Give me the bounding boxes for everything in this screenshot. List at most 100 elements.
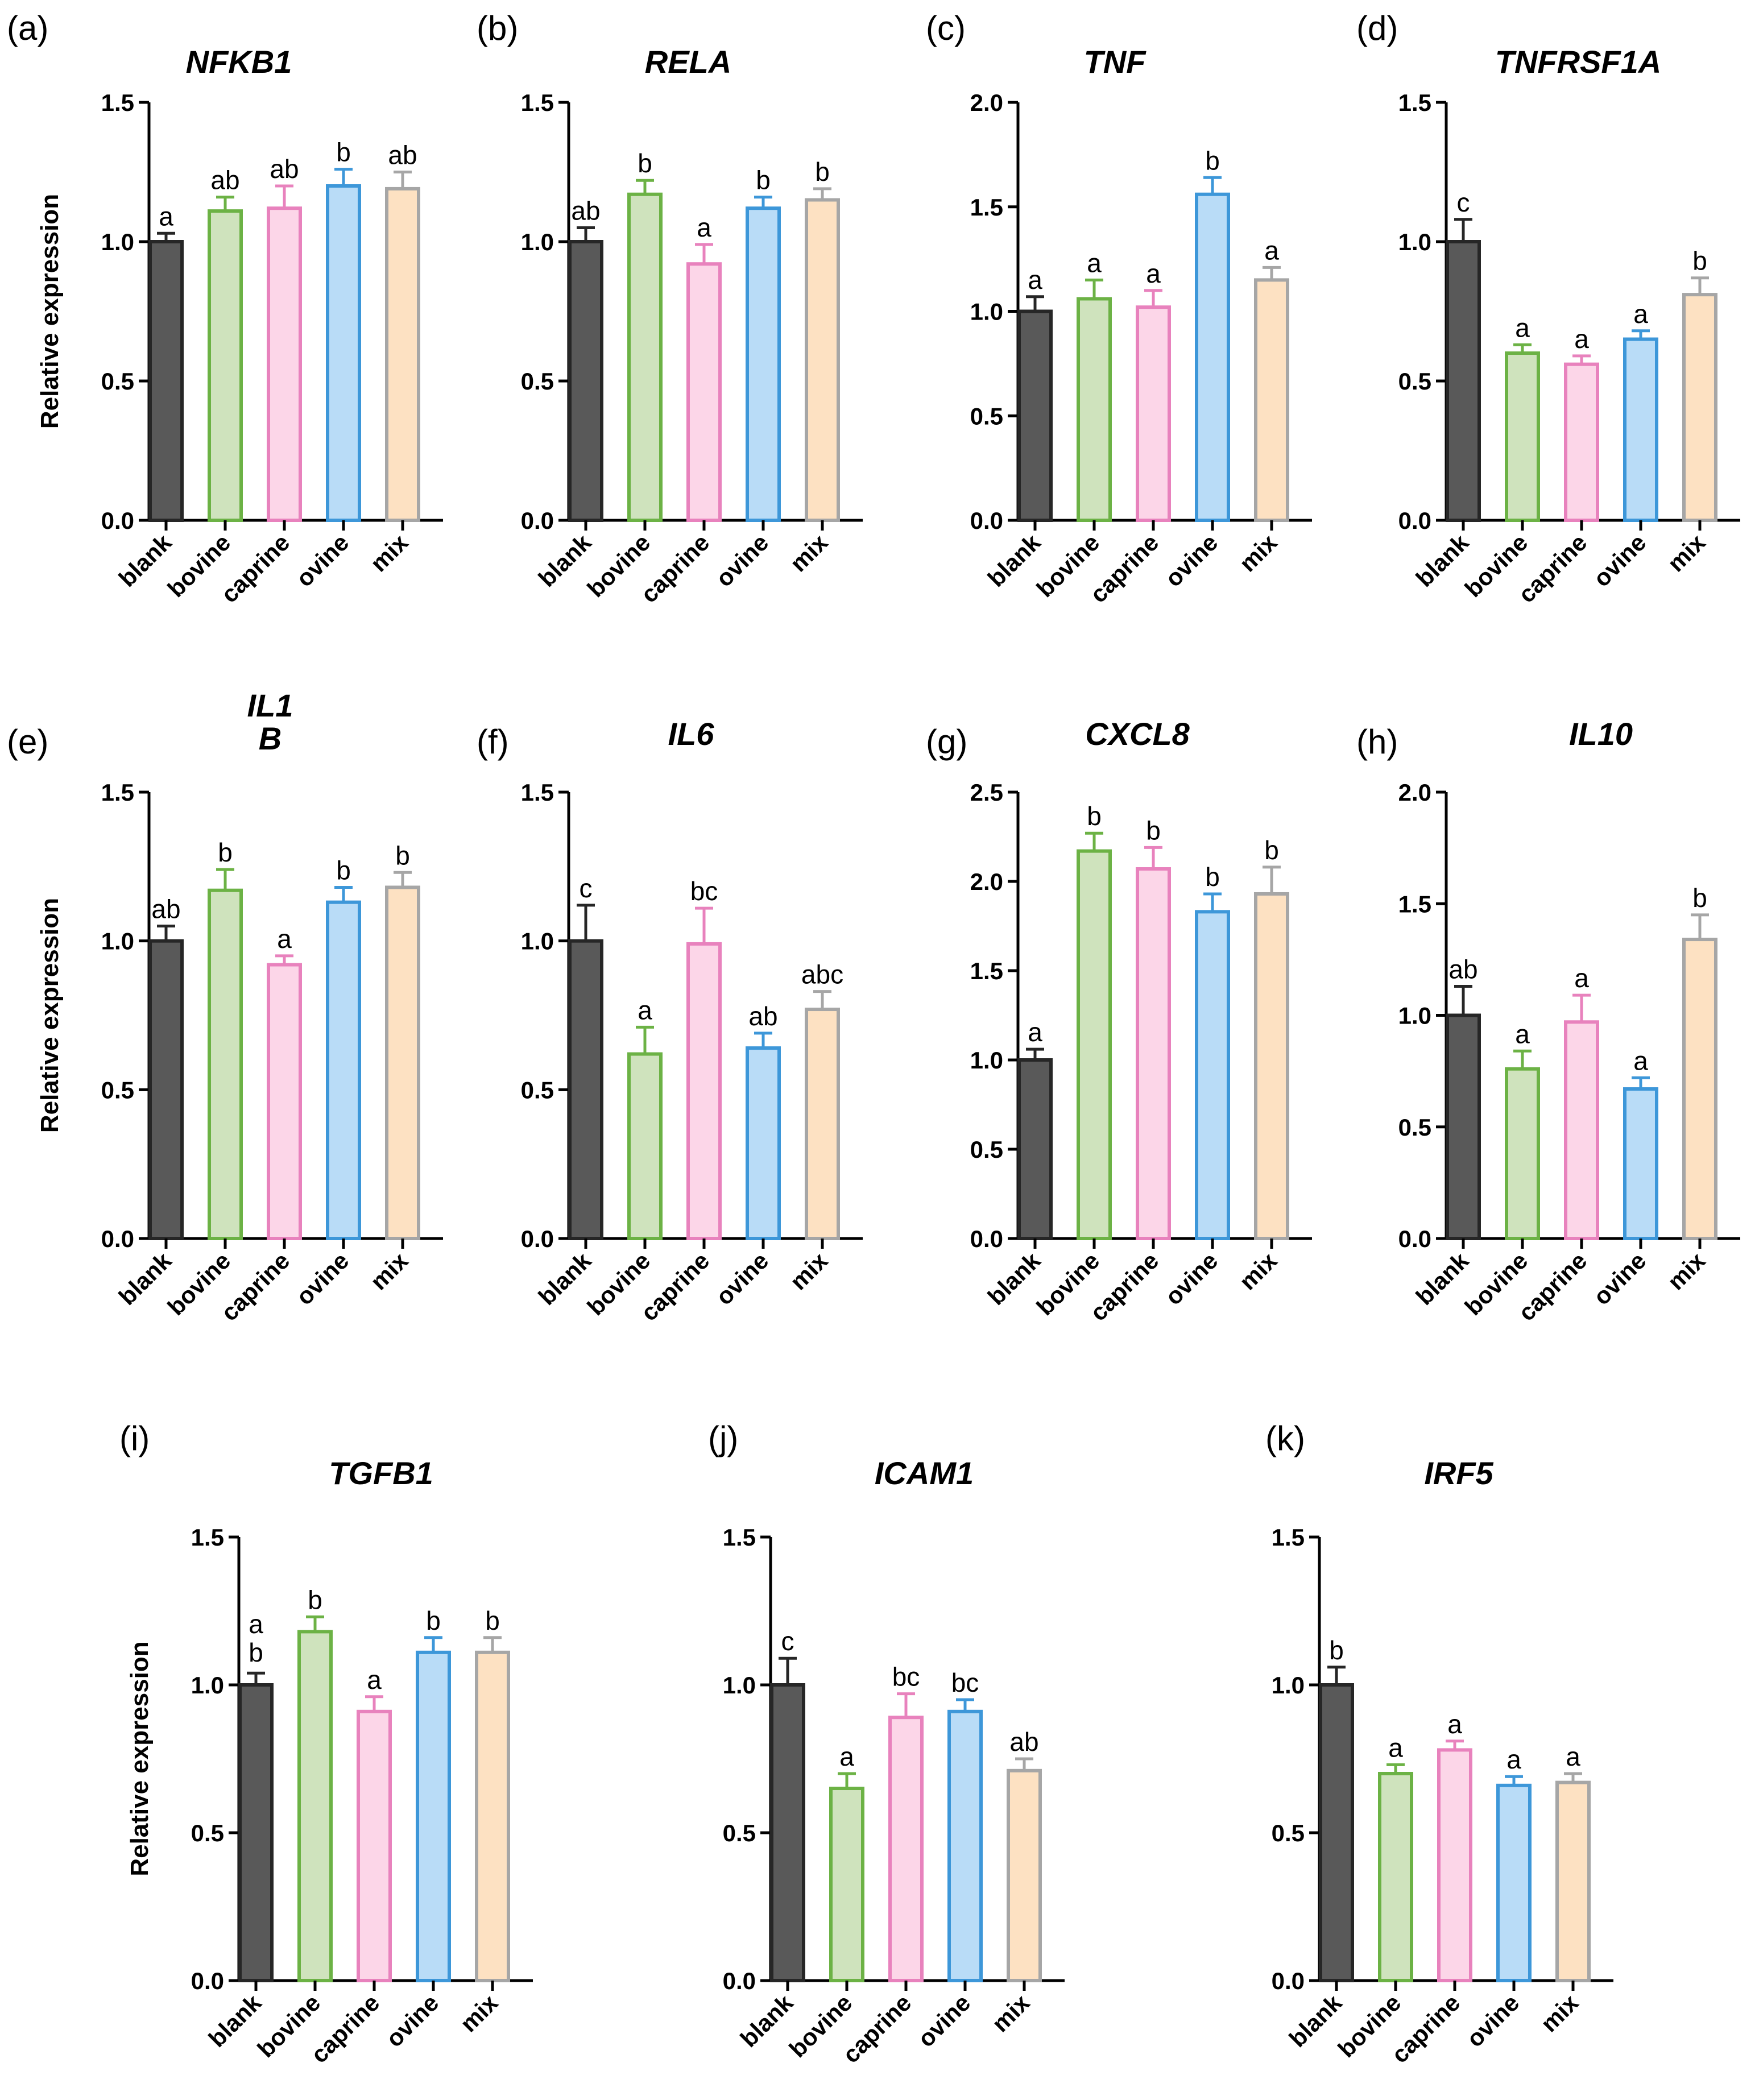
y-tick-label: 1.0 bbox=[521, 928, 554, 955]
y-tick-label: 1.5 bbox=[101, 89, 134, 116]
panel-title: IL10 bbox=[1569, 716, 1633, 752]
bar bbox=[1623, 337, 1658, 522]
y-tick-label: 0.5 bbox=[1272, 1820, 1305, 1846]
y-tick-label: 0.0 bbox=[1272, 1968, 1305, 1994]
y-tick-label: 0.5 bbox=[101, 1076, 134, 1103]
significance-label: b bbox=[308, 1585, 322, 1614]
y-tick-label: 2.5 bbox=[970, 779, 1003, 806]
y-tick-label: 1.0 bbox=[1272, 1672, 1305, 1699]
significance-label: a bbox=[839, 1742, 854, 1771]
significance-label: b bbox=[815, 157, 830, 187]
y-tick-label: 0.5 bbox=[521, 368, 554, 395]
significance-label: b bbox=[1087, 801, 1102, 831]
significance-label: a bbox=[159, 201, 173, 231]
x-tick-label: mix bbox=[785, 1247, 833, 1295]
panel-title: RELA bbox=[645, 44, 731, 80]
bar bbox=[1017, 1058, 1053, 1240]
y-tick-label: 1.0 bbox=[101, 229, 134, 255]
significance-label: a bbox=[1028, 265, 1042, 295]
significance-label: a bbox=[697, 213, 711, 242]
y-tick-label: 0.0 bbox=[191, 1968, 224, 1994]
panel-label: (c) bbox=[926, 9, 966, 47]
y-tick-label: 2.0 bbox=[1398, 779, 1431, 806]
y-tick-label: 1.5 bbox=[970, 958, 1003, 984]
y-tick-label: 1.5 bbox=[1272, 1524, 1305, 1551]
bar bbox=[627, 192, 663, 522]
y-tick-label: 1.0 bbox=[1398, 1003, 1431, 1029]
panel-title: IL1 B bbox=[247, 687, 293, 756]
significance-label: a bbox=[1574, 963, 1589, 993]
panel-title: IL6 bbox=[668, 716, 715, 752]
significance-label: ab bbox=[210, 165, 239, 195]
panel-title: TNF bbox=[1084, 44, 1147, 80]
bar bbox=[297, 1630, 333, 1982]
significance-label: b bbox=[1692, 883, 1707, 913]
bar bbox=[1446, 1013, 1481, 1240]
y-tick-label: 1.0 bbox=[970, 1047, 1003, 1074]
bar bbox=[1682, 293, 1717, 522]
significance-label: b bbox=[756, 165, 771, 195]
significance-label: abc bbox=[801, 960, 843, 989]
bar bbox=[1505, 351, 1540, 522]
bar bbox=[686, 262, 722, 522]
y-tick-label: 0.0 bbox=[1398, 507, 1431, 534]
bar bbox=[416, 1650, 451, 1983]
bar bbox=[1195, 910, 1230, 1240]
bar bbox=[1254, 278, 1289, 522]
x-tick-label: mix bbox=[365, 1247, 413, 1295]
bar bbox=[805, 1008, 840, 1240]
significance-label: b bbox=[1692, 246, 1707, 276]
bar bbox=[326, 184, 361, 522]
x-tick-label: mix bbox=[1535, 1989, 1584, 2037]
bar bbox=[357, 1709, 392, 1983]
bar bbox=[267, 206, 302, 522]
panel-title: NFKB1 bbox=[186, 44, 292, 80]
bar bbox=[1195, 192, 1230, 522]
significance-label: a bbox=[1633, 1046, 1648, 1075]
x-tick-label: ovine bbox=[291, 1247, 354, 1310]
significance-label: a bbox=[1087, 248, 1102, 277]
x-tick-label: mix bbox=[1662, 1247, 1711, 1295]
bar bbox=[829, 1787, 864, 1982]
significance-label: a bbox=[1028, 1017, 1042, 1047]
bar bbox=[805, 198, 840, 522]
panel-label: (k) bbox=[1265, 1419, 1305, 1457]
bar bbox=[686, 942, 722, 1240]
bar bbox=[1319, 1683, 1354, 1982]
significance-label: a bbox=[1633, 299, 1648, 329]
bar bbox=[1682, 938, 1717, 1241]
y-axis-label: Relative expression bbox=[36, 898, 64, 1133]
significance-label: a bbox=[1146, 259, 1161, 288]
significance-label: ab bbox=[571, 196, 600, 226]
x-tick-label: ovine bbox=[381, 1989, 444, 2052]
bar bbox=[1077, 297, 1112, 522]
significance-label: b bbox=[1205, 862, 1220, 892]
x-tick-label: mix bbox=[1662, 529, 1711, 577]
bar bbox=[627, 1052, 663, 1240]
bar bbox=[1254, 892, 1289, 1240]
panel-label: (e) bbox=[7, 723, 48, 761]
y-tick-label: 0.5 bbox=[1398, 368, 1431, 395]
bar bbox=[208, 888, 243, 1240]
significance-label: ab bbox=[1009, 1727, 1038, 1757]
significance-label: bc bbox=[951, 1668, 979, 1697]
bar bbox=[385, 885, 420, 1240]
bar bbox=[326, 900, 361, 1240]
x-tick-label: mix bbox=[455, 1989, 503, 2037]
bar bbox=[238, 1683, 274, 1982]
bar bbox=[1136, 305, 1171, 523]
bar bbox=[1437, 1748, 1472, 1982]
x-tick-label: ovine bbox=[1588, 1247, 1652, 1310]
y-tick-label: 2.0 bbox=[970, 89, 1003, 116]
y-tick-label: 0.0 bbox=[101, 507, 134, 534]
y-tick-label: 1.0 bbox=[723, 1672, 756, 1699]
significance-label: b bbox=[395, 840, 410, 870]
bar bbox=[746, 206, 781, 522]
significance-label: a bbox=[1515, 313, 1530, 342]
bar bbox=[1378, 1772, 1413, 1982]
y-tick-label: 0.5 bbox=[101, 368, 134, 395]
bar bbox=[267, 963, 302, 1240]
y-tick-label: 1.0 bbox=[970, 299, 1003, 325]
bar bbox=[1555, 1780, 1591, 1983]
panel-label: (i) bbox=[119, 1419, 150, 1457]
